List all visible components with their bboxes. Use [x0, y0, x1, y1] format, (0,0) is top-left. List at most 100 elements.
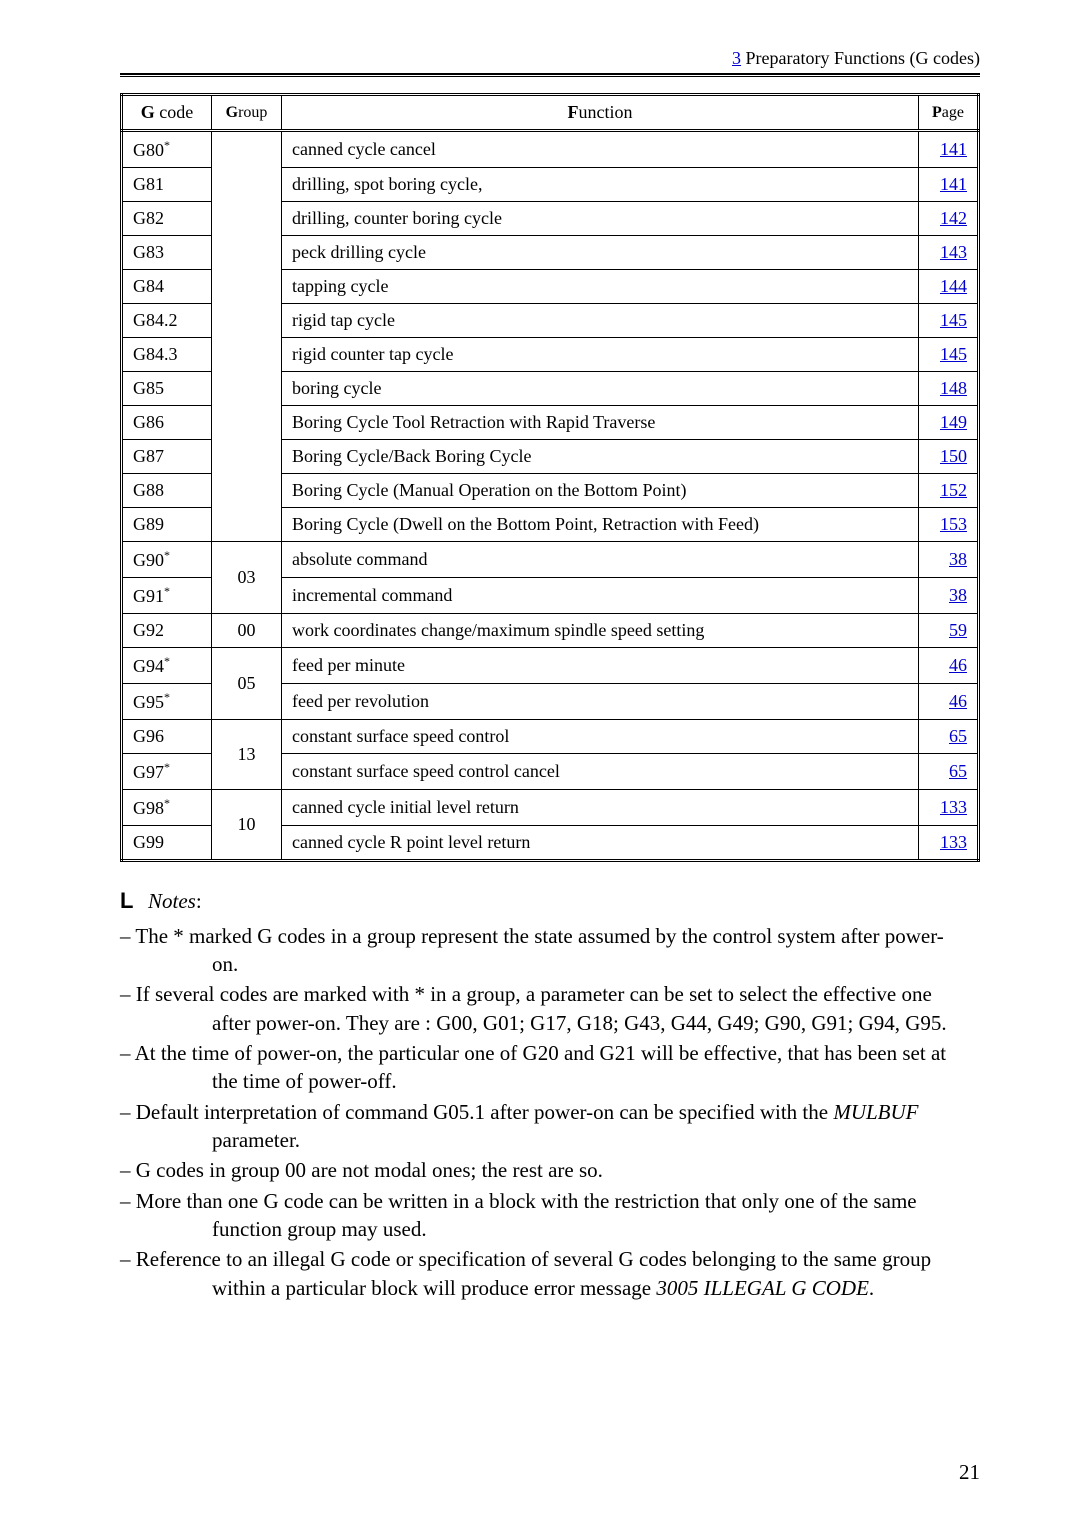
cell-function: boring cycle	[282, 372, 919, 406]
cell-function: canned cycle initial level return	[282, 790, 919, 826]
cell-code: G94*	[122, 648, 212, 684]
cell-function: Boring Cycle Tool Retraction with Rapid …	[282, 406, 919, 440]
cell-code: G84.2	[122, 304, 212, 338]
cell-code: G83	[122, 236, 212, 270]
cell-group: 00	[212, 614, 282, 648]
cell-page: 65	[919, 754, 979, 790]
cell-code: G85	[122, 372, 212, 406]
cell-page: 149	[919, 406, 979, 440]
page-link[interactable]: 145	[940, 310, 967, 330]
cell-page: 153	[919, 508, 979, 542]
page-link[interactable]: 145	[940, 344, 967, 364]
cell-function: peck drilling cycle	[282, 236, 919, 270]
cell-page: 148	[919, 372, 979, 406]
cell-function: feed per revolution	[282, 684, 919, 720]
cell-function: drilling, counter boring cycle	[282, 202, 919, 236]
header-rest: Preparatory Functions (G codes)	[741, 48, 980, 68]
notes-block: L Notes: – The * marked G codes in a gro…	[120, 886, 980, 1302]
page-link[interactable]: 59	[949, 620, 967, 640]
cell-code: G96	[122, 720, 212, 754]
th-function: Function	[282, 95, 919, 131]
notes-list: – The * marked G codes in a group repres…	[120, 922, 980, 1302]
cell-function: absolute command	[282, 542, 919, 578]
page-link[interactable]: 149	[940, 412, 967, 432]
cell-function: work coordinates change/maximum spindle …	[282, 614, 919, 648]
page-link[interactable]: 65	[949, 726, 967, 746]
cell-code: G86	[122, 406, 212, 440]
page-link[interactable]: 141	[940, 174, 967, 194]
table-row: G9200work coordinates change/maximum spi…	[122, 614, 979, 648]
cell-page: 65	[919, 720, 979, 754]
cell-page: 141	[919, 168, 979, 202]
page-link[interactable]: 38	[949, 585, 967, 605]
cell-page: 142	[919, 202, 979, 236]
cell-group: 05	[212, 648, 282, 720]
cell-code: G81	[122, 168, 212, 202]
cell-function: canned cycle R point level return	[282, 826, 919, 861]
page-link[interactable]: 144	[940, 276, 967, 296]
cell-code: G97*	[122, 754, 212, 790]
cell-code: G88	[122, 474, 212, 508]
header-rule	[120, 73, 980, 77]
cell-function: incremental command	[282, 578, 919, 614]
table-row: G98*10canned cycle initial level return1…	[122, 790, 979, 826]
page-link[interactable]: 152	[940, 480, 967, 500]
note-item: – Reference to an illegal G code or spec…	[120, 1245, 980, 1302]
cell-page: 150	[919, 440, 979, 474]
cell-page: 145	[919, 304, 979, 338]
page-link[interactable]: 38	[949, 549, 967, 569]
page-link[interactable]: 133	[940, 832, 967, 852]
page-link[interactable]: 142	[940, 208, 967, 228]
cell-page: 145	[919, 338, 979, 372]
notes-title-text: Notes	[148, 889, 196, 913]
cell-function: tapping cycle	[282, 270, 919, 304]
notes-title: L Notes:	[120, 886, 980, 916]
th-group: Group	[212, 95, 282, 131]
page-number: 21	[959, 1460, 980, 1485]
cell-code: G84.3	[122, 338, 212, 372]
cell-code: G98*	[122, 790, 212, 826]
cell-function: constant surface speed control cancel	[282, 754, 919, 790]
cell-function: rigid tap cycle	[282, 304, 919, 338]
cell-code: G90*	[122, 542, 212, 578]
page-link[interactable]: 153	[940, 514, 967, 534]
table-row: G94*05feed per minute46	[122, 648, 979, 684]
gcode-table: G code Group Function Page G80*canned cy…	[120, 93, 980, 862]
page-link[interactable]: 46	[949, 691, 967, 711]
cell-page: 141	[919, 131, 979, 168]
cell-group: 13	[212, 720, 282, 790]
cell-code: G92	[122, 614, 212, 648]
cell-code: G84	[122, 270, 212, 304]
cell-page: 46	[919, 684, 979, 720]
cell-function: constant surface speed control	[282, 720, 919, 754]
note-item: – At the time of power-on, the particula…	[120, 1039, 980, 1096]
table-row: G9613constant surface speed control65	[122, 720, 979, 754]
cell-function: drilling, spot boring cycle,	[282, 168, 919, 202]
cell-page: 133	[919, 790, 979, 826]
page-link[interactable]: 143	[940, 242, 967, 262]
page-link[interactable]: 46	[949, 655, 967, 675]
note-item: – More than one G code can be written in…	[120, 1187, 980, 1244]
cell-code: G95*	[122, 684, 212, 720]
cell-page: 46	[919, 648, 979, 684]
note-item: – The * marked G codes in a group repres…	[120, 922, 980, 979]
page-link[interactable]: 133	[940, 797, 967, 817]
table-row: G90*03absolute command38	[122, 542, 979, 578]
page-link[interactable]: 150	[940, 446, 967, 466]
cell-page: 144	[919, 270, 979, 304]
cell-page: 143	[919, 236, 979, 270]
page-link[interactable]: 65	[949, 761, 967, 781]
page-link[interactable]: 141	[940, 139, 967, 159]
cell-group: 03	[212, 542, 282, 614]
cell-group: 10	[212, 790, 282, 861]
note-item: – Default interpretation of command G05.…	[120, 1098, 980, 1155]
notes-bullet-icon: L	[120, 886, 138, 916]
cell-code: G87	[122, 440, 212, 474]
cell-code: G99	[122, 826, 212, 861]
cell-code: G91*	[122, 578, 212, 614]
cell-function: Boring Cycle/Back Boring Cycle	[282, 440, 919, 474]
page-link[interactable]: 148	[940, 378, 967, 398]
cell-code: G89	[122, 508, 212, 542]
cell-code: G80*	[122, 131, 212, 168]
header-chapter-link[interactable]: 3	[732, 48, 741, 68]
